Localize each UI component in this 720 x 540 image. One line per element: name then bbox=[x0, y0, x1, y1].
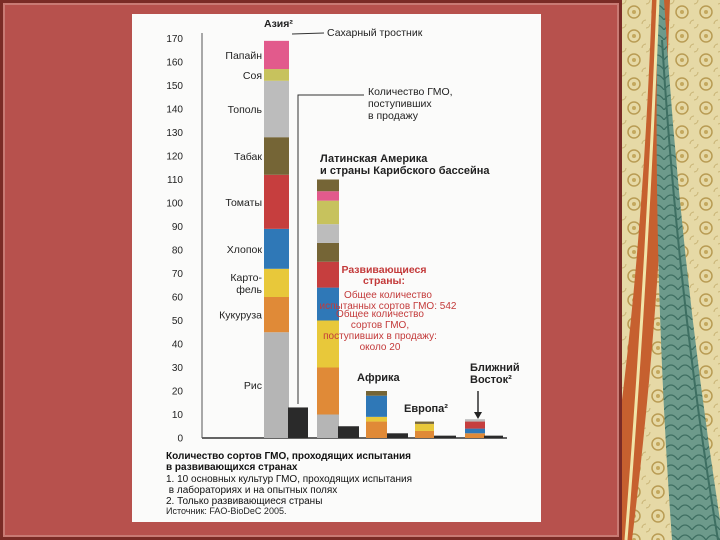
bar-segment bbox=[415, 421, 434, 424]
crop-label: Карто-фель bbox=[230, 272, 262, 296]
annotation-developing-marketed: Общее количество сортов ГМО, поступивших в… bbox=[323, 308, 437, 353]
bar-segment bbox=[317, 242, 339, 262]
crop-label: Хлопок bbox=[227, 244, 263, 256]
bar-segment bbox=[366, 421, 387, 438]
y-tick-label: 130 bbox=[166, 128, 183, 139]
crop-label: Папайн bbox=[225, 50, 262, 62]
bar-segment bbox=[317, 320, 339, 368]
crop-label: Рис bbox=[244, 380, 262, 392]
bar-segment bbox=[264, 332, 289, 438]
bar-segment bbox=[264, 137, 289, 175]
y-tick-label: 70 bbox=[172, 269, 184, 280]
annotation-marketed: Количество ГМО, поступивших в продажу bbox=[368, 86, 453, 122]
y-tick-label: 30 bbox=[172, 363, 184, 374]
bar-segment bbox=[317, 224, 339, 243]
leader-line bbox=[297, 94, 364, 404]
bar-segment bbox=[317, 414, 339, 438]
y-tick-label: 50 bbox=[172, 316, 184, 327]
bar-segment bbox=[264, 40, 289, 70]
y-tick-label: 110 bbox=[167, 175, 183, 186]
y-tick-label: 10 bbox=[172, 410, 184, 421]
crop-label: Соя bbox=[243, 70, 262, 82]
bar-segment bbox=[366, 416, 387, 422]
bar-segment bbox=[264, 297, 289, 333]
bar-segment bbox=[317, 367, 339, 415]
bar-segment bbox=[264, 268, 289, 297]
bar-segment bbox=[264, 69, 289, 81]
y-tick-label: 90 bbox=[172, 222, 184, 233]
y-tick-label: 150 bbox=[166, 81, 183, 92]
annotation-developing-title: Развивающиеся страны: bbox=[341, 264, 426, 287]
y-tick-label: 0 bbox=[177, 434, 183, 445]
y-tick-label: 40 bbox=[172, 340, 184, 351]
bar-segment bbox=[415, 423, 434, 431]
caption-source: Источник: FAO-BioDeC 2005. bbox=[166, 506, 286, 516]
chart-sheet: 0 10 20 30 40 50 60 70 80 90 100 110 120 130 140 150 160… bbox=[132, 14, 541, 522]
bar-segment bbox=[264, 228, 289, 269]
group-label: Африка bbox=[357, 372, 401, 384]
bar-segment bbox=[366, 391, 387, 396]
group-label: Латинская Америка и страны Карибского бас… bbox=[320, 153, 490, 177]
leader-arrowhead bbox=[474, 412, 482, 419]
crop-label: Томаты bbox=[225, 197, 262, 209]
bar-segment bbox=[317, 191, 339, 201]
caption-note: 1. 10 основных культур ГМО, проходящих и… bbox=[166, 474, 412, 496]
group-label: Ближний Восток² bbox=[470, 362, 520, 386]
crop-label: Тополь bbox=[228, 104, 263, 116]
crop-label: Кукуруза bbox=[219, 310, 262, 322]
bar-segment bbox=[317, 179, 339, 192]
bar-segment bbox=[317, 261, 339, 288]
bar-segment bbox=[465, 433, 485, 438]
y-tick-label: 80 bbox=[172, 246, 184, 257]
annotation-sugarcane: Сахарный тростник bbox=[327, 27, 423, 39]
y-tick-label: 160 bbox=[166, 58, 183, 69]
bar-segment bbox=[465, 428, 485, 434]
marketed-bar bbox=[387, 433, 408, 438]
crop-label: Табак bbox=[234, 151, 262, 163]
marketed-bar bbox=[338, 426, 359, 438]
group-label: Азия² bbox=[264, 18, 293, 30]
bar-segment bbox=[317, 287, 339, 321]
bar-segment bbox=[264, 80, 289, 138]
y-tick-label: 20 bbox=[172, 387, 184, 398]
bar-segment bbox=[366, 395, 387, 417]
leader-line bbox=[291, 32, 325, 35]
caption-title: Количество сортов ГМО, проходящих испыта… bbox=[166, 451, 411, 473]
bar-segment bbox=[415, 430, 434, 438]
annotation-developing-tested: Общее количество испытанных сортов ГМО: 5… bbox=[320, 289, 457, 312]
bar-segment bbox=[465, 421, 485, 429]
bar-segment bbox=[465, 419, 485, 422]
decorative-side-panel bbox=[622, 0, 720, 540]
y-tick-label: 140 bbox=[166, 105, 183, 116]
y-tick-label: 60 bbox=[172, 293, 184, 304]
gmo-stacked-bar-chart: 0 10 20 30 40 50 60 70 80 90 100 110 120 130 140 150 160… bbox=[166, 18, 520, 516]
group-label: Европа² bbox=[404, 403, 448, 415]
marketed-bar bbox=[484, 435, 503, 438]
bar-segment bbox=[317, 200, 339, 225]
y-tick-label: 100 bbox=[166, 199, 183, 210]
marketed-bar bbox=[434, 435, 456, 438]
y-tick-label: 120 bbox=[166, 152, 183, 163]
y-tick-label: 170 bbox=[166, 34, 183, 45]
bar-segment bbox=[264, 174, 289, 229]
marketed-bar bbox=[288, 407, 308, 438]
caption-note: 2. Только развивающиеся страны bbox=[166, 496, 322, 507]
